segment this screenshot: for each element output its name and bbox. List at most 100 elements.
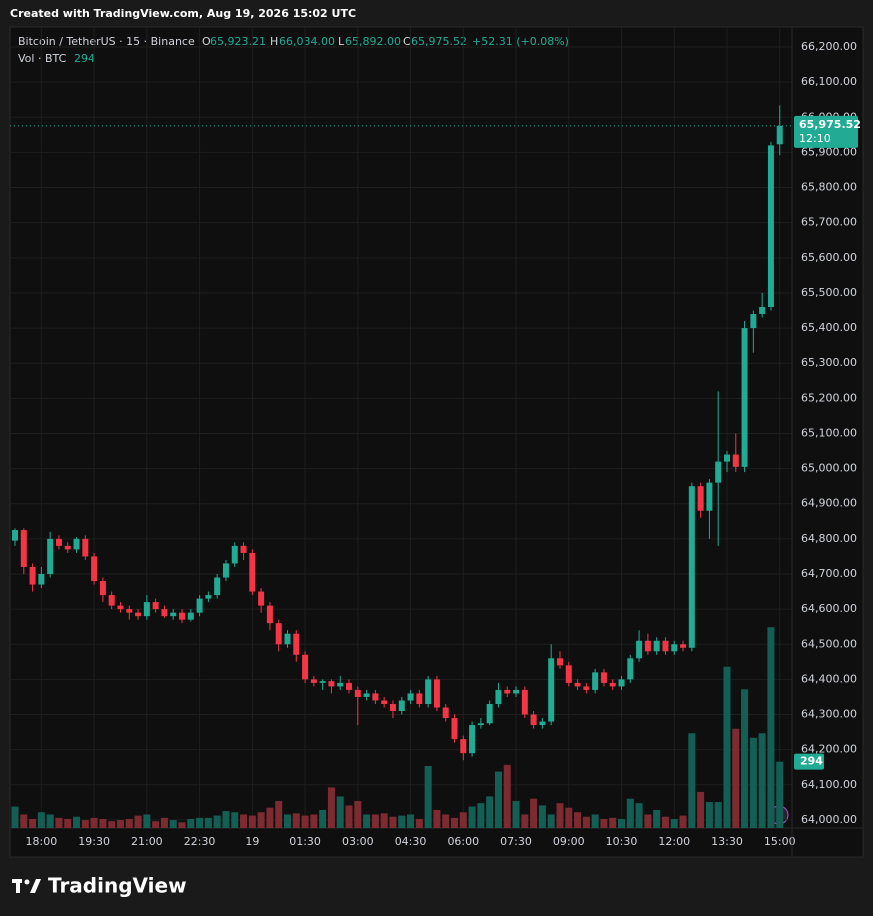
candle-body <box>530 714 537 726</box>
x-tick-label: 09:00 <box>553 835 585 848</box>
volume-bar <box>46 814 54 828</box>
volume-bar <box>512 800 520 828</box>
candle-body <box>47 538 54 574</box>
candle-body <box>715 461 722 483</box>
volume-bar <box>503 764 511 828</box>
symbol: Bitcoin / TetherUS · 15 · Binance <box>18 35 195 48</box>
candle-body <box>706 482 713 511</box>
x-tick-label: 01:30 <box>289 835 321 848</box>
candle-body <box>249 552 256 592</box>
y-tick-label: 64,800.00 <box>801 532 857 545</box>
volume-bar <box>749 737 757 828</box>
volume-bar <box>187 818 195 828</box>
logo-dot <box>24 879 30 885</box>
x-tick-label: 12:00 <box>658 835 690 848</box>
volume-bar <box>609 817 617 828</box>
candle-body <box>117 605 124 610</box>
volume-bar <box>37 812 45 828</box>
y-tick-label: 65,200.00 <box>801 391 857 404</box>
candle-body <box>12 530 18 541</box>
x-tick-label: 03:00 <box>342 835 374 848</box>
candle-body <box>293 633 300 655</box>
candle-body <box>38 573 45 585</box>
volume-label-box <box>794 753 824 770</box>
candle-body <box>759 306 766 315</box>
volume-bar <box>231 812 239 828</box>
volume-bar <box>574 812 582 828</box>
x-tick-label: 06:00 <box>447 835 479 848</box>
candle-body <box>29 566 36 585</box>
volume-bar <box>424 765 432 828</box>
candle-body <box>231 545 238 564</box>
volume-bar <box>538 805 546 828</box>
volume-bar <box>705 802 713 828</box>
open-key: O <box>202 35 211 48</box>
candle-body <box>240 545 247 553</box>
x-tick-label: 15:00 <box>764 835 796 848</box>
candle-body <box>477 723 484 726</box>
volume-bar <box>160 817 168 828</box>
volume-bar <box>371 814 379 828</box>
volume-bar <box>723 666 731 828</box>
logo-stem <box>16 879 20 893</box>
close-value: 65,975.52 <box>411 35 467 48</box>
volume-bar <box>530 798 538 828</box>
volume-bar <box>143 814 151 828</box>
volume-bar <box>442 814 450 828</box>
candle-body <box>495 689 502 704</box>
volume-bar <box>152 821 160 828</box>
candle-body <box>548 658 555 722</box>
candle-body <box>328 681 335 687</box>
x-tick-label: 21:00 <box>131 835 163 848</box>
candle-body <box>556 658 563 666</box>
volume-bar <box>565 807 573 828</box>
open-value: 65,923.21 <box>210 35 266 48</box>
volume-bar <box>688 733 696 828</box>
y-tick-label: 65,300.00 <box>801 356 857 369</box>
volume-key: Vol · BTC <box>18 52 67 65</box>
volume-bar <box>20 814 28 828</box>
y-tick-label: 66,100.00 <box>801 75 857 88</box>
volume-bar <box>398 815 406 828</box>
x-tick-label: 10:30 <box>606 835 638 848</box>
candle-body <box>179 612 186 620</box>
volume-bar <box>758 733 766 828</box>
candle-body <box>73 538 80 550</box>
y-tick-label: 65,700.00 <box>801 216 857 229</box>
y-tick-label: 64,000.00 <box>801 813 857 826</box>
close-key: C <box>403 35 411 48</box>
volume-bar <box>644 814 652 828</box>
candle-body <box>214 577 221 596</box>
volume-label: 294 <box>800 755 823 768</box>
candle-body <box>636 640 643 659</box>
volume-bar <box>661 816 669 828</box>
candle-body <box>592 672 599 690</box>
candle-body <box>196 598 203 613</box>
candle-body <box>618 679 625 687</box>
created-note: Created with TradingView.com, Aug 19, 20… <box>10 7 356 20</box>
candle-body <box>513 689 520 694</box>
volume-bar <box>240 814 248 828</box>
change-value: +52.31 (+0.08%) <box>472 35 569 48</box>
volume-bar <box>600 818 608 828</box>
volume-bar <box>99 818 107 828</box>
candle-body <box>20 530 27 567</box>
candle-body <box>152 602 159 610</box>
volume-bar <box>389 816 397 828</box>
x-tick-label: 22:30 <box>184 835 216 848</box>
volume-bar <box>363 814 371 828</box>
volume-bar <box>486 796 494 828</box>
volume-bar <box>380 813 388 828</box>
y-tick-label: 64,700.00 <box>801 567 857 580</box>
candle-body <box>583 686 590 690</box>
y-tick-label: 64,500.00 <box>801 637 857 650</box>
candle-body <box>205 595 212 599</box>
candle-body <box>64 545 71 550</box>
y-tick-label: 65,800.00 <box>801 181 857 194</box>
candle-body <box>346 682 353 690</box>
candle-body <box>126 609 133 613</box>
volume-bar <box>108 821 116 828</box>
volume-bar <box>714 802 722 828</box>
candle-body <box>372 693 379 701</box>
y-tick-label: 64,100.00 <box>801 778 857 791</box>
